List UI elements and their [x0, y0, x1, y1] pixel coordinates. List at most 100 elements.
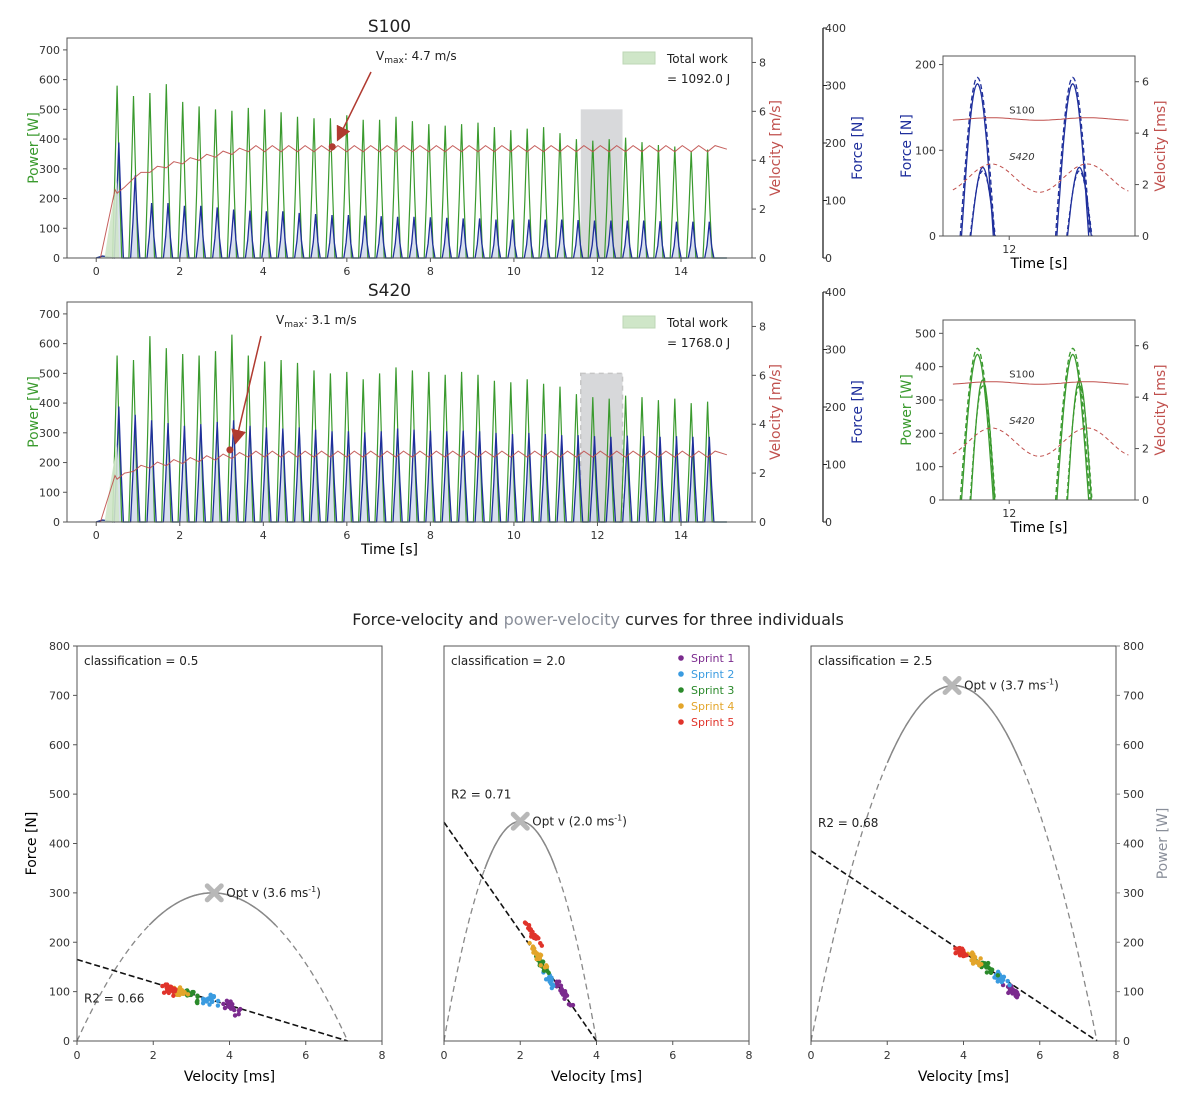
scatter-point: [226, 1004, 232, 1010]
x-tick-label: 8: [379, 1049, 386, 1062]
y-tick-label: 500: [915, 327, 936, 340]
panel-title: S420: [368, 281, 411, 301]
opt-label: Opt v (3.6 ms-1): [226, 885, 321, 900]
scatter-point: [542, 965, 548, 970]
scatter-point: [961, 950, 967, 956]
initial-fill: [104, 444, 120, 522]
highlight-window: [580, 109, 623, 258]
velocity-axis-label: Velocity [m/s]: [768, 364, 784, 460]
y-tick-label: 300: [49, 887, 70, 900]
panel-s420_time: 0 2 4 6 8 10 12 14 0 100 200 300 400 500 600 700 0 2 4 6 8 0 1…: [26, 281, 866, 558]
x-tick-label: 12: [1002, 243, 1016, 256]
vmax-text: : 3.1 m/s: [304, 313, 357, 327]
fv-title-part: curves for three individuals: [620, 610, 844, 629]
y-tick-label: 700: [39, 44, 60, 57]
scatter-point: [222, 1005, 228, 1011]
scatter-point: [215, 998, 221, 1004]
scatter-point: [164, 985, 169, 990]
zoom-x-label: Time [s]: [1010, 256, 1068, 272]
y-tick-label: 400: [49, 838, 70, 851]
x-tick-label: 12: [590, 265, 604, 278]
plot-frame: [66, 37, 753, 259]
x-tick-label: 2: [517, 1049, 524, 1062]
scatter-point: [538, 953, 544, 958]
x-tick-label: 6: [1036, 1049, 1043, 1062]
plot-frame: [76, 645, 383, 1042]
scatter-point: [201, 998, 206, 1003]
vel-tick-label: 2: [1142, 179, 1149, 192]
x-tick-label: 6: [302, 1049, 309, 1062]
scatter-point: [181, 991, 186, 997]
bump-s420: [1054, 347, 1091, 501]
zoom-x-label: Time [s]: [1010, 520, 1068, 536]
legend-swatch: [622, 51, 656, 65]
scatter-point: [554, 979, 559, 984]
panel-zoom_power: S100 S420 12 0 100 200 300 400 500 0 2 4 6 Power [W] V…: [899, 319, 1169, 536]
force-tick-label: 400: [825, 286, 846, 299]
y-tick-label: 400: [915, 361, 936, 374]
vmax-prefix: V: [276, 313, 285, 327]
scatter-point: [207, 1002, 212, 1007]
vel-tick-label: 4: [759, 418, 766, 431]
x-tick-label: 6: [343, 529, 350, 542]
scatter-point: [195, 993, 200, 998]
right-y-tick-label: 400: [1123, 838, 1144, 851]
scatter-point: [970, 954, 975, 959]
y-tick-label: 300: [39, 427, 60, 440]
power-velocity-curve: [810, 684, 1098, 1042]
right-y-tick-label: 0: [1123, 1035, 1130, 1048]
legend-entry: Sprint 2: [691, 668, 734, 681]
x-tick-label: 4: [260, 265, 267, 278]
force-tick-label: 300: [825, 80, 846, 93]
power-velocity-curve: [76, 892, 349, 1042]
scatter-point: [161, 990, 167, 995]
panel-zoom_force: S100 S420 12 0 100 200 0 2 4 6 Force [N] Velocity […: [899, 55, 1169, 272]
y-tick-label: 200: [39, 457, 60, 470]
force-tick-label: 0: [825, 516, 832, 529]
y-tick-label: 500: [39, 367, 60, 380]
fv-title-part: Force-velocity and: [352, 610, 503, 629]
velocity-trace: [99, 144, 728, 259]
y-tick-label: 200: [39, 193, 60, 206]
scatter-point: [230, 1005, 236, 1011]
plot-frame: [66, 301, 753, 523]
force-tick-label: 400: [825, 22, 846, 35]
vel-tick-label: 0: [1142, 230, 1149, 243]
x-tick-label: 14: [674, 265, 688, 278]
panel-title: S100: [368, 17, 411, 37]
r2-label: R2 = 0.66: [84, 992, 144, 1006]
fv-title-part: power-velocity: [504, 610, 620, 629]
vel-tick-label: 2: [759, 203, 766, 216]
bump-s100-dash: [1066, 170, 1093, 237]
classification-label: classification = 2.0: [451, 654, 565, 668]
vmax-arrow: [336, 71, 372, 142]
vmax-subscript: max: [384, 56, 404, 66]
y-tick-label: 700: [39, 308, 60, 321]
velocity-s420: [952, 427, 1129, 457]
scatter-point: [185, 992, 191, 997]
right-y-axis-label: Power [W]: [1155, 808, 1171, 880]
legend-entry: Sprint 1: [691, 652, 734, 665]
right-y-tick-label: 100: [1123, 986, 1144, 999]
vmax-marker: [226, 446, 234, 454]
force-axis-label: Force [N]: [850, 116, 866, 180]
legend-dot: [678, 655, 684, 661]
scatter-point: [554, 984, 559, 989]
y-tick-label: 0: [929, 494, 936, 507]
scatter-point: [522, 920, 528, 925]
opt-close: ): [1054, 679, 1059, 693]
bump-s420: [959, 347, 996, 501]
y-tick-label: 400: [39, 397, 60, 410]
scatter-point: [999, 979, 1004, 985]
vel-tick-label: 2: [1142, 443, 1149, 456]
vel-tick-label: 4: [1142, 127, 1149, 140]
x-tick-label: 4: [226, 1049, 233, 1062]
x-tick-label: 2: [884, 1049, 891, 1062]
x-tick-label: 2: [176, 265, 183, 278]
vmax-annotation: Vmax: 4.7 m/s: [376, 49, 457, 66]
scatter-point: [976, 960, 981, 966]
vel-tick-label: 6: [1142, 340, 1149, 353]
label-s100: S100: [1009, 106, 1034, 117]
zoom-vel-label: Velocity [ms]: [1153, 364, 1169, 455]
